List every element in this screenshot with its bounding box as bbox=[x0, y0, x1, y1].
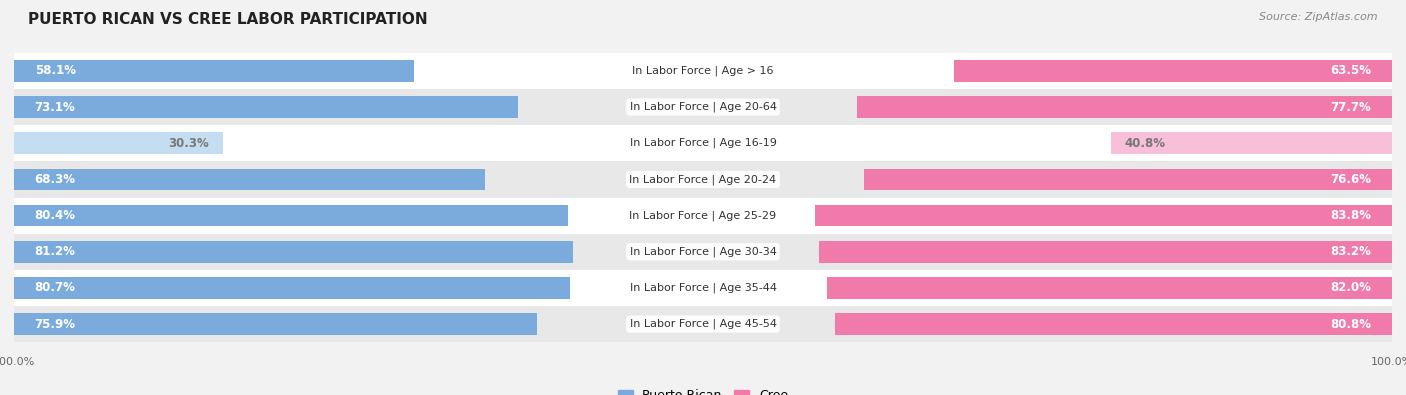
Bar bbox=[856, 96, 1392, 118]
Text: 80.4%: 80.4% bbox=[35, 209, 76, 222]
Bar bbox=[14, 313, 537, 335]
Bar bbox=[14, 270, 1392, 306]
Bar bbox=[835, 313, 1392, 335]
Text: In Labor Force | Age 30-34: In Labor Force | Age 30-34 bbox=[630, 246, 776, 257]
Text: 58.1%: 58.1% bbox=[35, 64, 76, 77]
Bar bbox=[14, 96, 517, 118]
Text: Source: ZipAtlas.com: Source: ZipAtlas.com bbox=[1260, 12, 1378, 22]
Bar bbox=[14, 306, 1392, 342]
Text: 82.0%: 82.0% bbox=[1330, 281, 1371, 294]
Text: In Labor Force | Age 25-29: In Labor Force | Age 25-29 bbox=[630, 210, 776, 221]
Text: 80.8%: 80.8% bbox=[1330, 318, 1371, 331]
Bar bbox=[14, 241, 574, 263]
Text: 83.2%: 83.2% bbox=[1330, 245, 1371, 258]
Text: 68.3%: 68.3% bbox=[35, 173, 76, 186]
Bar bbox=[814, 205, 1392, 226]
Text: In Labor Force | Age 20-24: In Labor Force | Age 20-24 bbox=[630, 174, 776, 185]
Text: 63.5%: 63.5% bbox=[1330, 64, 1371, 77]
Bar bbox=[1111, 132, 1392, 154]
Bar bbox=[14, 234, 1392, 270]
Bar bbox=[14, 60, 415, 82]
Bar bbox=[14, 53, 1392, 89]
Bar bbox=[14, 89, 1392, 125]
Legend: Puerto Rican, Cree: Puerto Rican, Cree bbox=[613, 384, 793, 395]
Bar bbox=[14, 277, 569, 299]
Bar bbox=[865, 169, 1392, 190]
Text: 30.3%: 30.3% bbox=[169, 137, 209, 150]
Text: 81.2%: 81.2% bbox=[35, 245, 76, 258]
Text: 40.8%: 40.8% bbox=[1125, 137, 1166, 150]
Bar bbox=[14, 125, 1392, 161]
Bar bbox=[14, 132, 222, 154]
Bar bbox=[955, 60, 1392, 82]
Bar bbox=[14, 205, 568, 226]
Bar bbox=[14, 198, 1392, 234]
Text: 77.7%: 77.7% bbox=[1330, 101, 1371, 114]
Text: PUERTO RICAN VS CREE LABOR PARTICIPATION: PUERTO RICAN VS CREE LABOR PARTICIPATION bbox=[28, 12, 427, 27]
Bar bbox=[14, 169, 485, 190]
Text: 75.9%: 75.9% bbox=[35, 318, 76, 331]
Text: In Labor Force | Age 16-19: In Labor Force | Age 16-19 bbox=[630, 138, 776, 149]
Text: In Labor Force | Age 20-64: In Labor Force | Age 20-64 bbox=[630, 102, 776, 112]
Text: 80.7%: 80.7% bbox=[35, 281, 76, 294]
Text: In Labor Force | Age 45-54: In Labor Force | Age 45-54 bbox=[630, 319, 776, 329]
Text: 73.1%: 73.1% bbox=[35, 101, 76, 114]
Text: 76.6%: 76.6% bbox=[1330, 173, 1371, 186]
Bar bbox=[14, 161, 1392, 198]
Text: In Labor Force | Age 35-44: In Labor Force | Age 35-44 bbox=[630, 283, 776, 293]
Bar bbox=[818, 241, 1392, 263]
Text: 83.8%: 83.8% bbox=[1330, 209, 1371, 222]
Bar bbox=[827, 277, 1392, 299]
Text: In Labor Force | Age > 16: In Labor Force | Age > 16 bbox=[633, 66, 773, 76]
